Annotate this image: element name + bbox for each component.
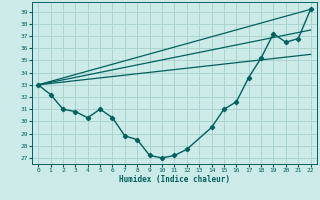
X-axis label: Humidex (Indice chaleur): Humidex (Indice chaleur) <box>119 175 230 184</box>
